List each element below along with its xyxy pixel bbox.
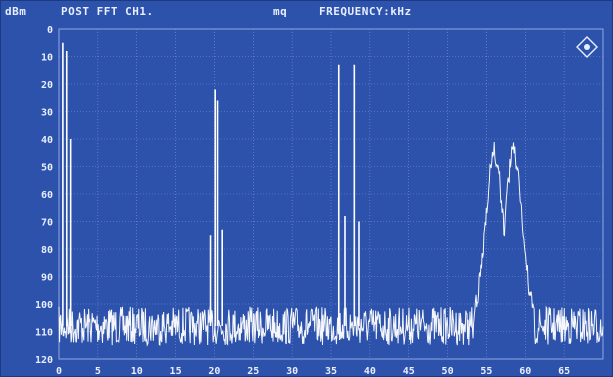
x-tick-label: 35	[325, 366, 337, 377]
x-tick-label: 65	[558, 366, 570, 377]
grid	[58, 28, 604, 360]
x-tick-label: 5	[95, 366, 101, 377]
y-tick-label: 60	[41, 190, 53, 201]
y-tick-label: 10	[41, 53, 53, 64]
y-tick-label: 50	[41, 163, 53, 174]
x-tick-label: 25	[247, 366, 259, 377]
y-tick-label: 80	[41, 245, 53, 256]
rohde-schwarz-diamond-icon	[576, 36, 598, 58]
x-tick-label: 30	[286, 366, 298, 377]
x-tick-label: 15	[170, 366, 182, 377]
y-tick-label: 20	[41, 80, 53, 91]
y-tick-label: 30	[41, 108, 53, 119]
x-tick-label: 0	[56, 366, 62, 377]
x-tick-label: 20	[208, 366, 220, 377]
x-tick-label: 60	[519, 366, 531, 377]
logo-outline	[576, 36, 598, 58]
y-tick-label: 0	[47, 25, 53, 36]
y-tick-label: 90	[41, 273, 53, 284]
plot-frame	[58, 28, 604, 360]
y-tick-label: 70	[41, 218, 53, 229]
marker-label: mq	[273, 5, 288, 18]
frequency-axis-title: FREQUENCY:kHz	[319, 5, 412, 18]
y-tick-label: 120	[35, 355, 53, 366]
noise-trace	[58, 141, 604, 347]
y-tick-label: 110	[35, 328, 53, 339]
x-tick-label: 55	[480, 366, 492, 377]
logo-dot	[584, 44, 590, 50]
x-tick-labels: 0 5 10 15 20 25 30 35 40 45 50 55 60 65	[56, 366, 570, 377]
y-tick-label: 100	[35, 300, 53, 311]
unit-label: dBm	[5, 5, 27, 18]
x-tick-label: 50	[442, 366, 454, 377]
y-tick-labels: 0 10 20 30 40 50 60 70 80 90 100 110 120	[35, 25, 53, 366]
spectrum-trace	[58, 42, 604, 347]
mode-title: POST FFT CH1.	[61, 5, 154, 18]
x-tick-label: 45	[403, 366, 415, 377]
x-tick-label: 10	[131, 366, 143, 377]
y-tick-label: 40	[41, 135, 53, 146]
x-tick-label: 40	[364, 366, 376, 377]
